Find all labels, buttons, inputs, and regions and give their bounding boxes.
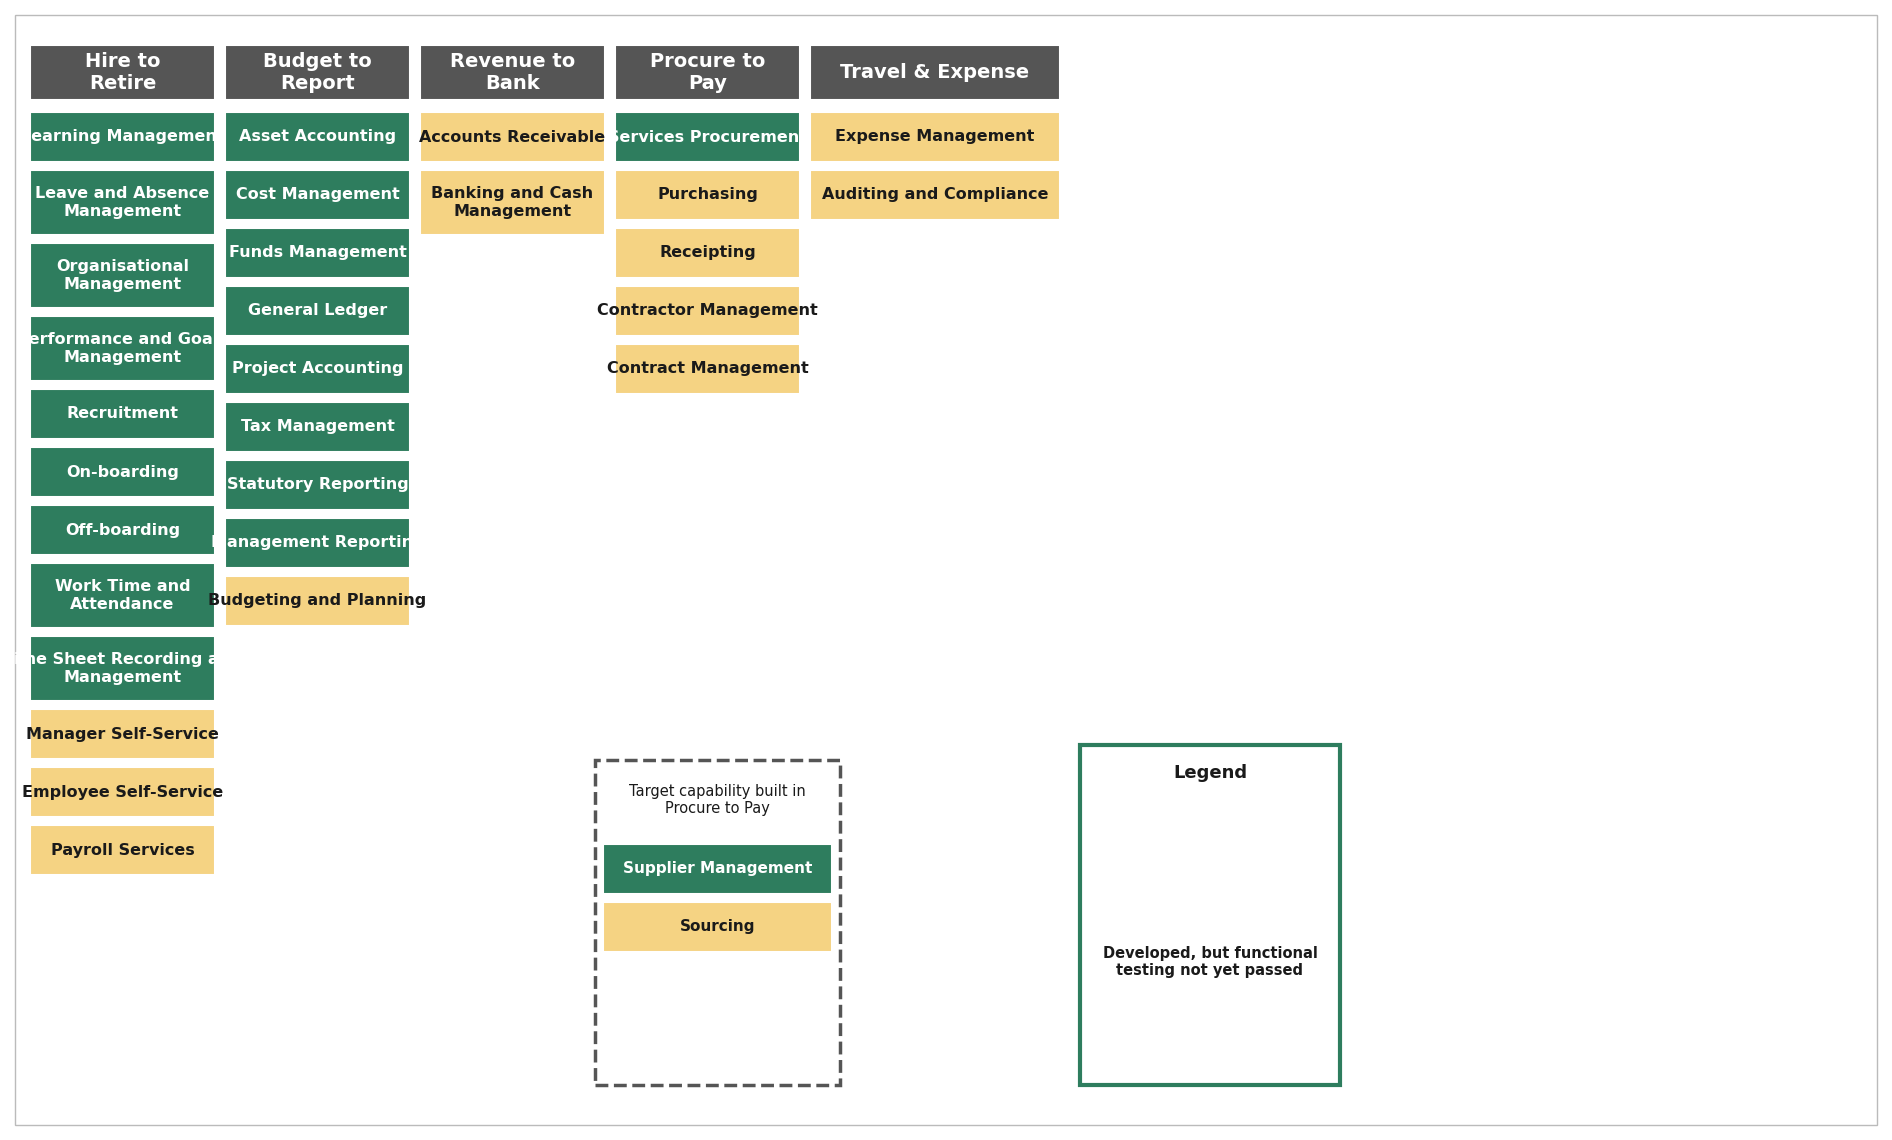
Text: Banking and Cash
Management: Banking and Cash Management — [431, 186, 594, 219]
Bar — [810, 170, 1060, 220]
Bar — [615, 44, 800, 100]
Bar — [225, 518, 411, 568]
Bar — [225, 286, 411, 336]
Text: Procure to
Pay: Procure to Pay — [649, 52, 764, 93]
Text: Sourcing: Sourcing — [679, 920, 755, 935]
Text: Leave and Absence
Management: Leave and Absence Management — [36, 186, 210, 219]
Text: Off-boarding: Off-boarding — [64, 522, 180, 537]
Bar — [810, 44, 1060, 100]
Text: On-boarding: On-boarding — [66, 464, 180, 480]
Bar — [1088, 804, 1332, 904]
Bar — [420, 170, 605, 235]
Bar — [225, 576, 411, 626]
Bar — [615, 112, 800, 162]
Text: Services Procurement: Services Procurement — [607, 130, 808, 145]
Bar — [615, 344, 800, 394]
Text: Organisational
Management: Organisational Management — [57, 259, 189, 292]
Text: Funds Management: Funds Management — [229, 245, 407, 261]
Bar — [225, 402, 411, 451]
Text: Asset Accounting: Asset Accounting — [238, 130, 395, 145]
Text: Purchasing: Purchasing — [657, 187, 759, 203]
Text: Auditing and Compliance: Auditing and Compliance — [821, 187, 1048, 203]
Text: Project Accounting: Project Accounting — [231, 361, 403, 376]
Bar — [225, 461, 411, 510]
Text: Time Sheet Recording and
Management: Time Sheet Recording and Management — [4, 652, 242, 685]
Bar — [615, 228, 800, 278]
Text: Manager Self-Service: Manager Self-Service — [26, 726, 219, 741]
Bar — [30, 316, 216, 381]
Text: Statutory Reporting: Statutory Reporting — [227, 478, 409, 492]
Bar — [604, 844, 832, 894]
Bar — [225, 228, 411, 278]
Text: Employee Self-Service: Employee Self-Service — [23, 784, 223, 799]
Text: Expense Management: Expense Management — [834, 130, 1035, 145]
Bar — [225, 344, 411, 394]
Text: Budget to
Report: Budget to Report — [263, 52, 373, 93]
Text: Management Reporting: Management Reporting — [210, 536, 424, 551]
Text: Developed, but functional
testing not yet passed: Developed, but functional testing not ye… — [1103, 946, 1317, 978]
Text: Hire to
Retire: Hire to Retire — [85, 52, 161, 93]
Bar — [30, 505, 216, 555]
Text: Contract Management: Contract Management — [607, 361, 808, 376]
Text: Payroll Services: Payroll Services — [51, 842, 195, 857]
Bar — [420, 112, 605, 162]
Bar — [30, 767, 216, 817]
Text: Work Time and
Attendance: Work Time and Attendance — [55, 579, 191, 612]
Bar — [30, 709, 216, 759]
Bar — [615, 286, 800, 336]
Text: Receipting: Receipting — [658, 245, 757, 261]
Text: General Ledger: General Ledger — [248, 303, 388, 318]
Bar — [30, 447, 216, 497]
Text: Learning Management: Learning Management — [21, 130, 225, 145]
Bar — [30, 243, 216, 308]
Bar — [30, 825, 216, 876]
Bar — [604, 902, 832, 952]
Text: Recruitment: Recruitment — [66, 407, 178, 422]
Text: Cost Management: Cost Management — [236, 187, 399, 203]
Bar — [615, 170, 800, 220]
Text: Budgeting and Planning: Budgeting and Planning — [208, 594, 426, 609]
Bar — [594, 760, 840, 1085]
Bar — [1088, 912, 1332, 1012]
Text: Performance and Goals
Management: Performance and Goals Management — [17, 332, 227, 365]
Bar — [225, 170, 411, 220]
Bar — [30, 563, 216, 628]
Bar — [420, 44, 605, 100]
Text: Developed and functionally
tested: Developed and functionally tested — [1097, 838, 1323, 870]
Bar — [30, 636, 216, 701]
Bar — [1080, 746, 1340, 1085]
Bar — [30, 170, 216, 235]
Bar — [30, 112, 216, 162]
Bar — [30, 44, 216, 100]
Text: Travel & Expense: Travel & Expense — [840, 63, 1029, 82]
Text: Supplier Management: Supplier Management — [622, 862, 812, 877]
Text: Tax Management: Tax Management — [240, 420, 394, 434]
Bar — [225, 44, 411, 100]
Text: Accounts Receivable: Accounts Receivable — [420, 130, 605, 145]
Text: Target capability built in
Procure to Pay: Target capability built in Procure to Pa… — [630, 784, 806, 816]
Bar — [810, 112, 1060, 162]
Bar — [225, 112, 411, 162]
Text: Legend: Legend — [1173, 764, 1247, 782]
Text: Contractor Management: Contractor Management — [598, 303, 817, 318]
Bar — [30, 389, 216, 439]
Text: Revenue to
Bank: Revenue to Bank — [450, 52, 575, 93]
